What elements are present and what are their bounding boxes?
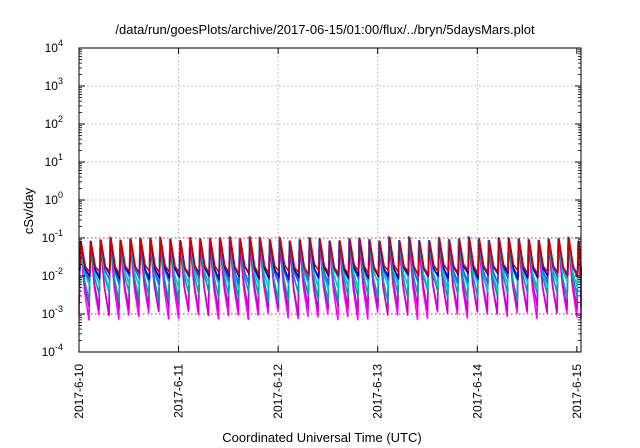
x-axis-label: Coordinated Universal Time (UTC)	[222, 430, 421, 445]
x-tick-label: 2017-6-11	[172, 364, 186, 418]
x-tick-label: 2017-6-13	[371, 364, 385, 419]
y-axis-label: cSv/day	[21, 187, 36, 234]
y-tick-label: 104	[45, 38, 63, 55]
plot-frame	[78, 47, 582, 353]
x-tick-labels: 2017-6-10 2017-6-11 2017-6-12 2017-6-13 2017…	[72, 364, 584, 419]
y-tick-label: 100	[45, 190, 63, 207]
x-tick-label: 2017-6-12	[271, 364, 285, 419]
axes	[78, 47, 582, 353]
y-tick-label: 103	[45, 76, 63, 93]
x-tick-label: 2017-6-10	[72, 364, 86, 419]
y-tick-label: 101	[45, 152, 63, 169]
x-tick-label: 2017-6-14	[470, 364, 484, 419]
series-line	[79, 237, 582, 277]
y-tick-label: 102	[45, 114, 63, 131]
y-tick-label: 10-3	[42, 304, 63, 321]
x-tick-label: 2017-6-15	[570, 364, 584, 419]
series-lines	[78, 235, 582, 321]
y-tick-label: 10-2	[42, 266, 63, 283]
y-tick-labels: 10-4 10-3 10-2 10-1 100 101 102 103 104	[42, 38, 63, 359]
y-tick-label: 10-1	[42, 228, 63, 245]
chart-title: /data/run/goesPlots/archive/2017-06-15/0…	[115, 22, 535, 37]
y-tick-label: 10-4	[42, 342, 63, 359]
